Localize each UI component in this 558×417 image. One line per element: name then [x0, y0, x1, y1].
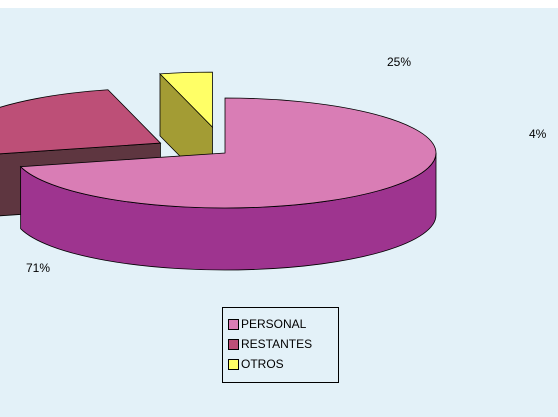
legend: PERSONAL RESTANTES OTROS	[222, 307, 339, 383]
data-label-personal: 71%	[26, 261, 51, 275]
legend-swatch-personal	[228, 318, 239, 330]
slice-otros-top	[159, 71, 213, 129]
legend-item-otros: OTROS	[223, 354, 338, 374]
data-label-restantes: 25%	[387, 55, 412, 69]
legend-item-restantes: RESTANTES	[223, 334, 338, 354]
slice-personal-top	[19, 97, 437, 209]
legend-label-personal: PERSONAL	[241, 317, 307, 331]
legend-swatch-otros	[228, 358, 239, 370]
slice-restantes-top	[0, 89, 162, 155]
pie-chart	[0, 71, 437, 271]
chart-area: 71% 25% 4% PERSONAL RESTANTES OTROS	[0, 8, 558, 417]
legend-label-restantes: RESTANTES	[241, 337, 313, 351]
data-label-otros: 4%	[529, 127, 547, 141]
legend-swatch-restantes	[228, 338, 239, 350]
legend-item-personal: PERSONAL	[223, 314, 338, 334]
legend-label-otros: OTROS	[241, 357, 284, 371]
